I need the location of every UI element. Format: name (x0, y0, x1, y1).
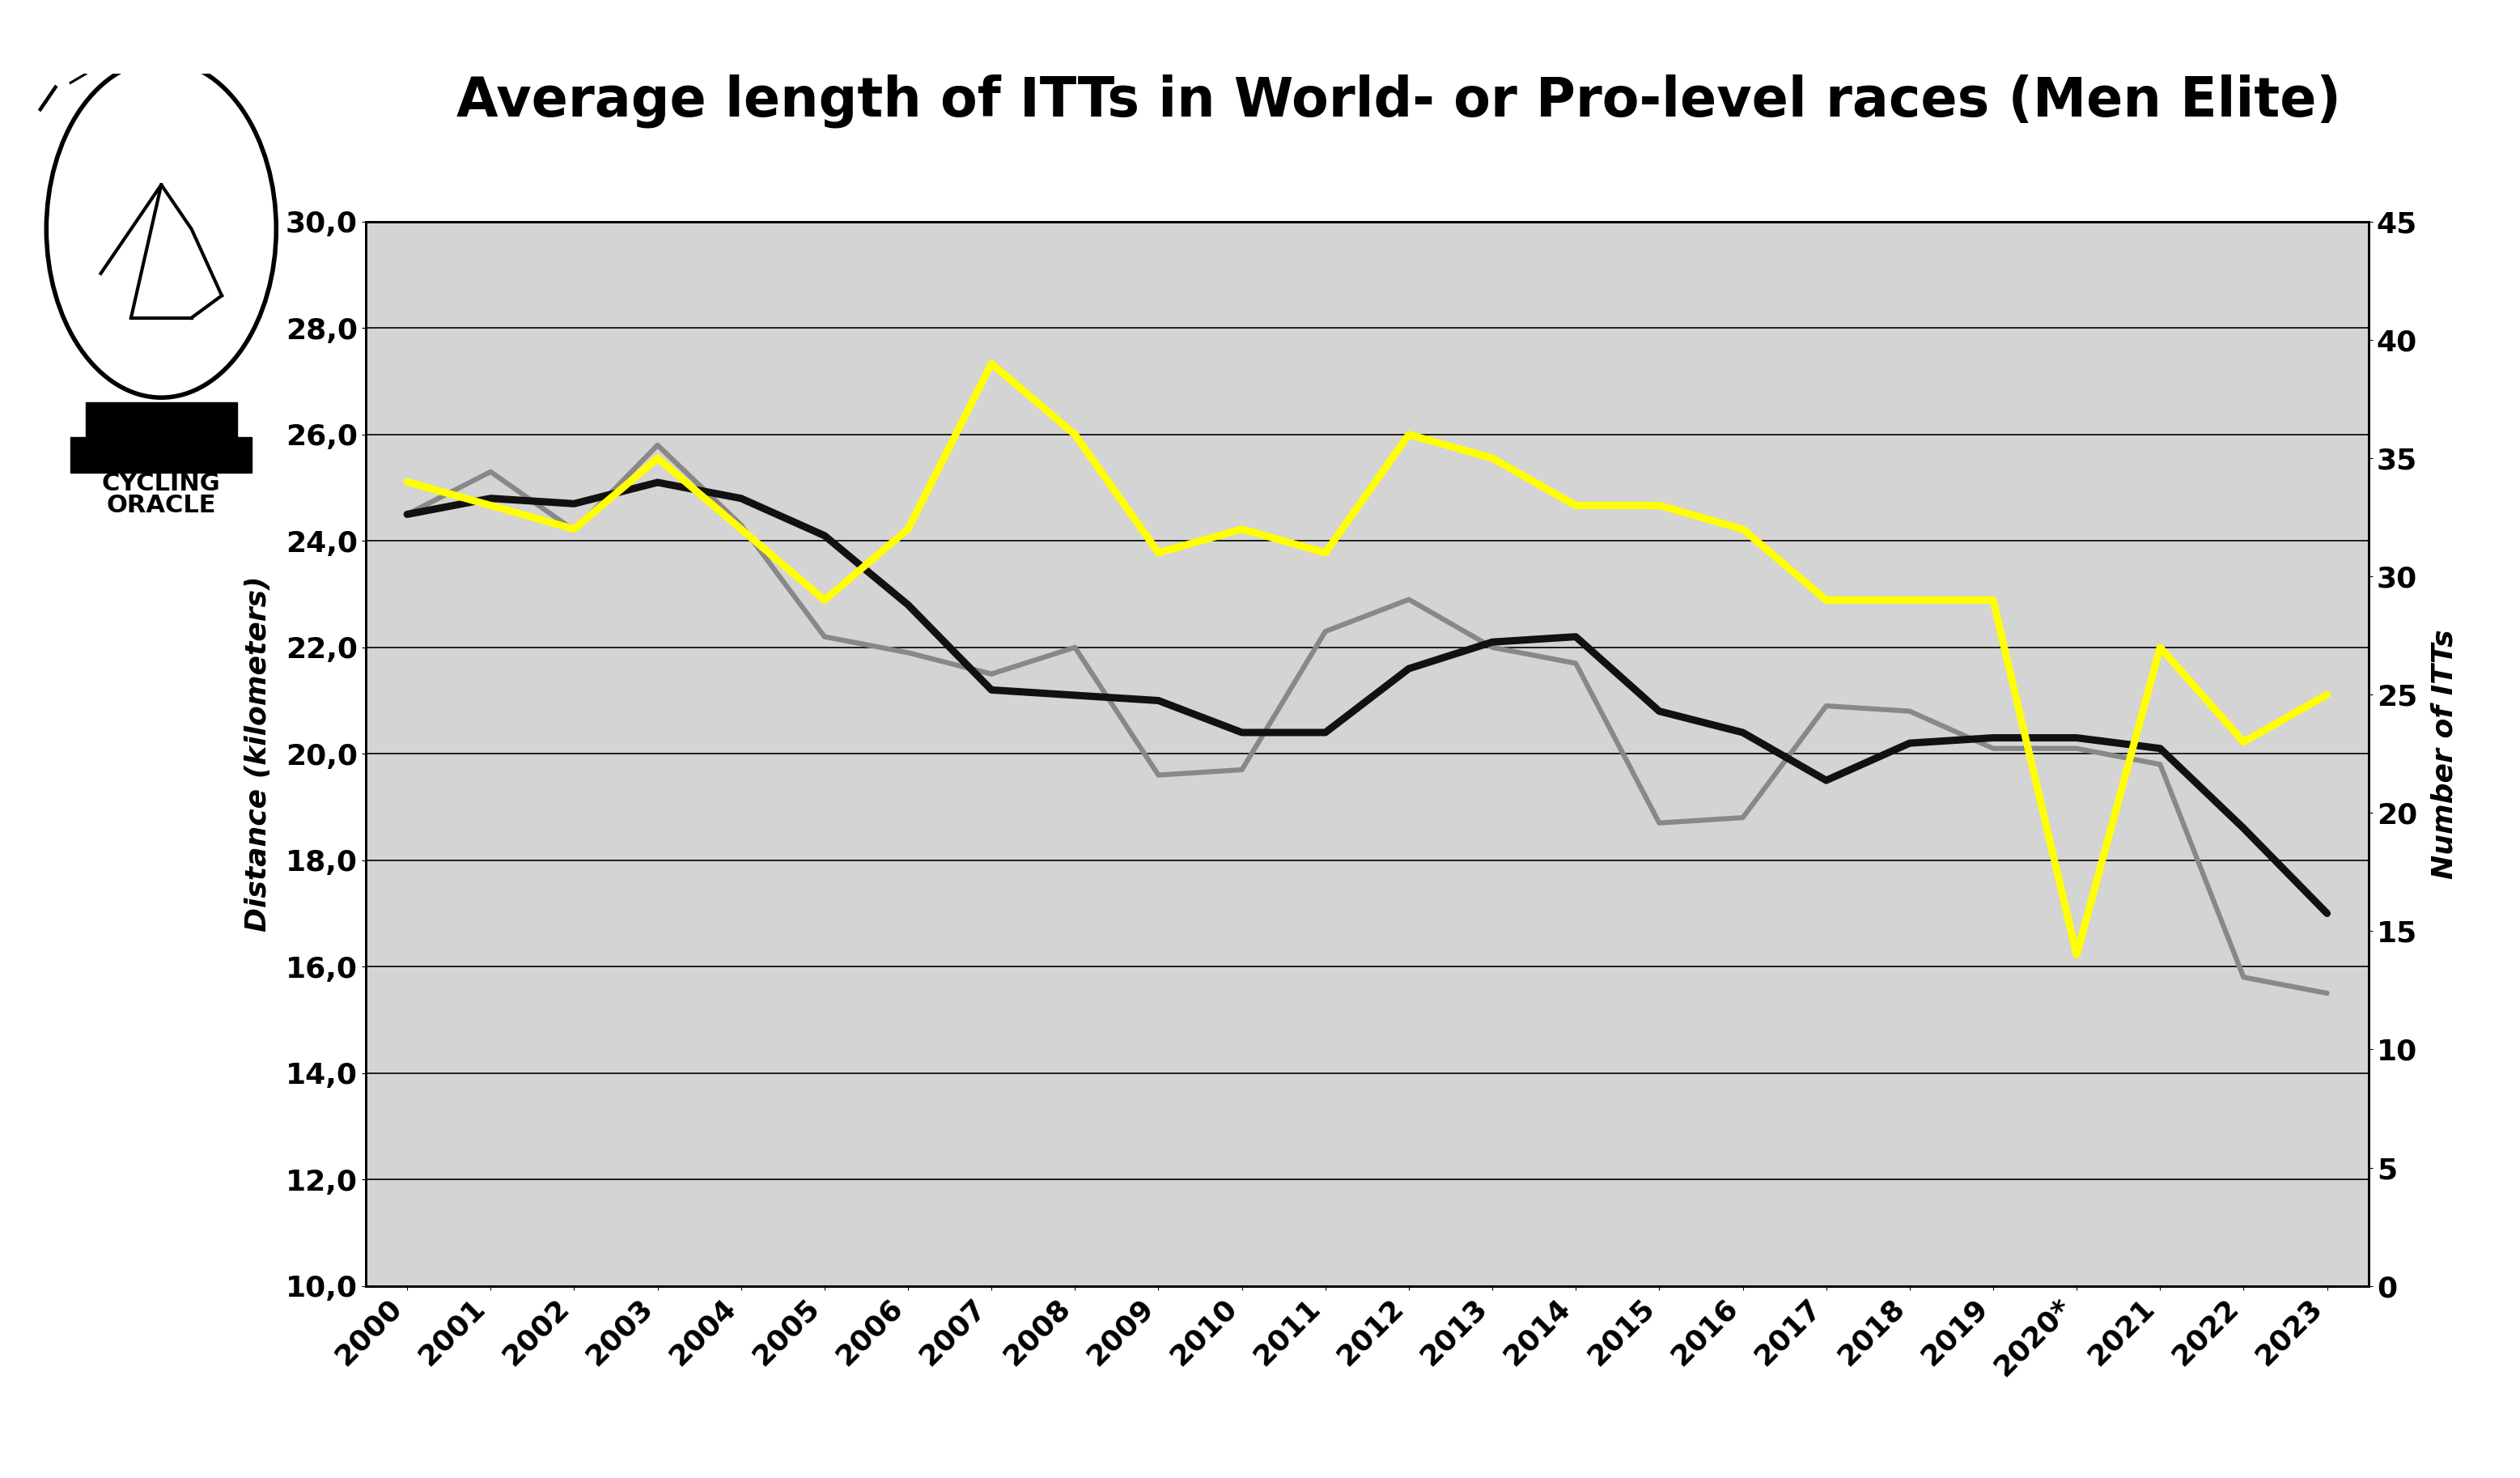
Text: CYCLING
ORACLE: CYCLING ORACLE (101, 471, 222, 517)
Y-axis label: Number of ITTs: Number of ITTs (2432, 628, 2460, 879)
FancyBboxPatch shape (71, 437, 252, 473)
FancyBboxPatch shape (86, 402, 237, 437)
Y-axis label: Distance (kilometers): Distance (kilometers) (244, 576, 272, 931)
Text: Average length of ITTs in World- or Pro-level races (Men Elite): Average length of ITTs in World- or Pro-… (456, 74, 2341, 127)
